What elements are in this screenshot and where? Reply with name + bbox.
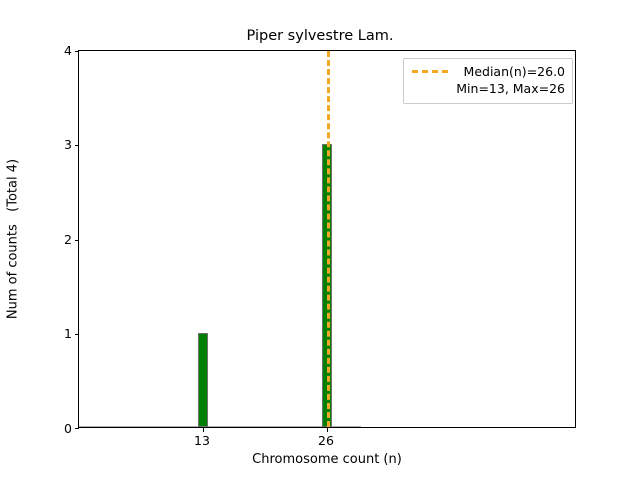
median-line-swatch-icon xyxy=(411,64,449,79)
y-tick-mark-0 xyxy=(74,427,79,429)
y-axis-label: Num of counts (Total 4) xyxy=(5,158,21,320)
x-tick-mark-13 xyxy=(203,427,204,432)
legend[interactable]: Median(n)=26.0 Min=13, Max=26 xyxy=(403,58,573,104)
y-tick-label-3: 3 xyxy=(64,137,72,152)
y-tick-label-1: 1 xyxy=(64,326,72,341)
x-axis-label: Chromosome count (n) xyxy=(252,452,402,467)
y-tick-mark-1 xyxy=(74,333,79,335)
page-title: Piper sylvestre Lam. xyxy=(246,28,394,44)
plot-area: Median(n)=26.0 Min=13, Max=26 xyxy=(74,50,576,432)
y-tick-mark-2 xyxy=(74,239,79,241)
legend-text: Median(n)=26.0 Min=13, Max=26 xyxy=(456,64,565,97)
y-tick-mark-3 xyxy=(74,145,79,147)
x-tick-label-13: 13 xyxy=(194,433,210,448)
bar-n-13[interactable] xyxy=(198,332,208,427)
y-tick-label-4: 4 xyxy=(64,43,72,58)
legend-item-minmax: Min=13, Max=26 xyxy=(456,80,565,96)
x-tick-mark-26 xyxy=(327,427,328,432)
y-tick-label-0: 0 xyxy=(64,421,72,436)
y-tick-mark-4 xyxy=(74,51,79,52)
median-line xyxy=(327,51,330,427)
bar-container-baseline xyxy=(79,426,361,427)
legend-item-median: Median(n)=26.0 xyxy=(463,64,565,79)
x-tick-label-26: 26 xyxy=(318,433,334,448)
y-tick-label-2: 2 xyxy=(64,232,72,247)
y-axis-label-container: Num of counts (Total 4) xyxy=(0,50,26,428)
